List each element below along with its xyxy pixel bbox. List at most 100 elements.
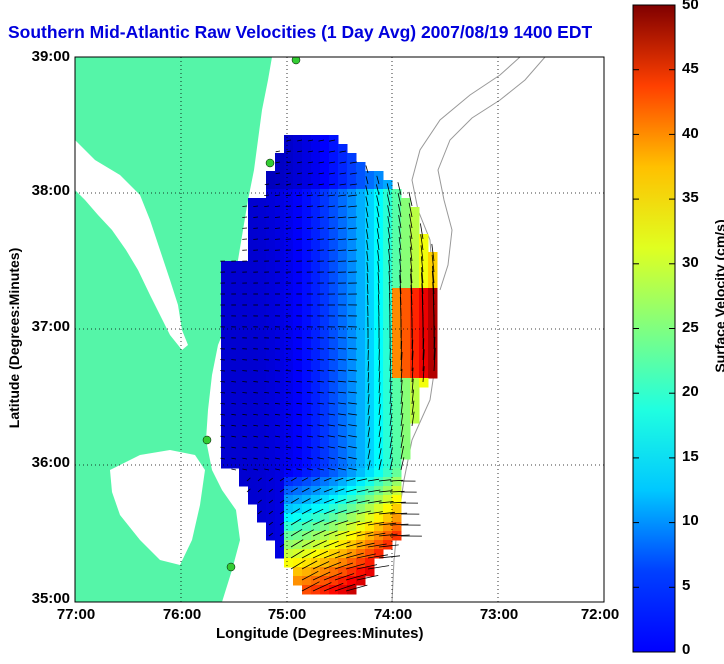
velocity-cell (284, 189, 294, 199)
velocity-cell (275, 306, 285, 316)
velocity-cell (383, 504, 393, 514)
velocity-cell (275, 522, 285, 532)
velocity-cell (284, 234, 294, 244)
velocity-vector (242, 382, 247, 383)
velocity-cell (383, 477, 393, 487)
velocity-cell (329, 243, 339, 253)
velocity-cell (293, 486, 303, 496)
velocity-cell (374, 423, 384, 433)
velocity-cell (248, 270, 258, 280)
velocity-cell (248, 324, 258, 334)
velocity-cell (410, 360, 420, 370)
velocity-cell (365, 279, 375, 289)
velocity-cell (311, 306, 321, 316)
velocity-cell (392, 306, 402, 316)
velocity-cell (239, 396, 249, 406)
velocity-cell (239, 441, 249, 451)
velocity-cell (356, 207, 366, 217)
velocity-cell (293, 459, 303, 469)
velocity-cell (302, 234, 312, 244)
velocity-cell (284, 477, 294, 487)
velocity-cell (365, 342, 375, 352)
velocity-cell (338, 360, 348, 370)
velocity-cell (221, 459, 231, 469)
velocity-cell (383, 225, 393, 235)
velocity-cell (221, 324, 231, 334)
velocity-cell (374, 198, 384, 208)
velocity-cell (356, 459, 366, 469)
velocity-cell (338, 567, 348, 577)
velocity-cell (311, 225, 321, 235)
velocity-cell (239, 306, 249, 316)
velocity-cell (356, 198, 366, 208)
velocity-cell (302, 315, 312, 325)
velocity-cell (257, 225, 267, 235)
velocity-cell (329, 306, 339, 316)
velocity-cell (248, 243, 258, 253)
velocity-cell (230, 315, 240, 325)
velocity-cell (284, 261, 294, 271)
velocity-cell (347, 531, 357, 541)
velocity-cell (392, 459, 402, 469)
velocity-cell (383, 243, 393, 253)
colorbar-tick-label: 15 (682, 448, 699, 465)
velocity-cell (428, 315, 438, 325)
velocity-cell (257, 513, 267, 523)
velocity-cell (302, 225, 312, 235)
velocity-cell (221, 360, 231, 370)
velocity-cell (365, 396, 375, 406)
velocity-cell (356, 162, 366, 172)
velocity-cell (302, 459, 312, 469)
velocity-cell (329, 135, 339, 145)
velocity-cell (338, 270, 348, 280)
velocity-cell (275, 342, 285, 352)
velocity-cell (356, 180, 366, 190)
velocity-cell (401, 369, 411, 379)
velocity-cell (356, 450, 366, 460)
velocity-cell (284, 450, 294, 460)
velocity-cell (230, 288, 240, 298)
velocity-cell (266, 414, 276, 424)
velocity-cell (347, 459, 357, 469)
velocity-cell (365, 387, 375, 397)
velocity-cell (311, 468, 321, 478)
velocity-cell (329, 504, 339, 514)
velocity-vector (253, 393, 258, 394)
y-axis-label: Latitude (Degrees:Minutes) (6, 238, 22, 438)
velocity-cell (383, 342, 393, 352)
velocity-cell (230, 423, 240, 433)
velocity-cell (347, 288, 357, 298)
velocity-cell (365, 441, 375, 451)
velocity-cell (230, 405, 240, 415)
velocity-cell (284, 495, 294, 505)
velocity-cell (347, 252, 357, 262)
velocity-cell (293, 225, 303, 235)
velocity-cell (302, 144, 312, 154)
velocity-cell (329, 207, 339, 217)
velocity-cell (293, 324, 303, 334)
velocity-cell (320, 234, 330, 244)
velocity-cell (374, 216, 384, 226)
colorbar-tick-label: 50 (682, 0, 699, 13)
velocity-cell (320, 261, 330, 271)
velocity-cell (383, 333, 393, 343)
velocity-cell (356, 351, 366, 361)
velocity-cell (419, 270, 429, 280)
velocity-cell (329, 486, 339, 496)
velocity-cell (329, 387, 339, 397)
velocity-cell (383, 261, 393, 271)
velocity-cell (275, 225, 285, 235)
velocity-cell (239, 405, 249, 415)
velocity-cell (293, 189, 303, 199)
velocity-vector (286, 228, 291, 229)
velocity-cell (356, 189, 366, 199)
velocity-cell (428, 342, 438, 352)
velocity-cell (257, 396, 267, 406)
velocity-cell (365, 306, 375, 316)
velocity-cell (257, 261, 267, 271)
velocity-cell (284, 423, 294, 433)
velocity-cell (275, 549, 285, 559)
velocity-cell (428, 351, 438, 361)
map-title: Southern Mid-Atlantic Raw Velocities (1 … (8, 22, 592, 43)
velocity-cell (329, 162, 339, 172)
